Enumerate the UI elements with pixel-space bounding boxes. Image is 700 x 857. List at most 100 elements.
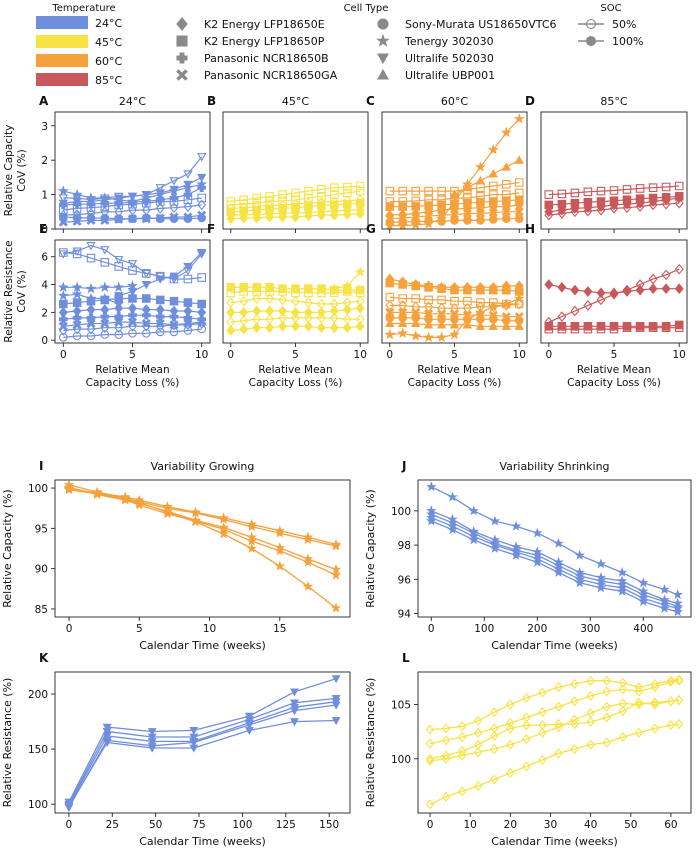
data-point [72, 247, 82, 256]
data-point [169, 272, 179, 282]
y-tick-label: 105 [391, 700, 411, 712]
data-point [252, 322, 262, 334]
data-point [274, 525, 286, 536]
data-point [385, 292, 395, 302]
axes-frame [54, 671, 351, 814]
data-point [190, 515, 201, 526]
x-tick-label: 0 [66, 819, 73, 831]
series-line [431, 510, 678, 604]
data-point [197, 324, 206, 334]
data-point [197, 173, 207, 183]
data-point [622, 185, 632, 194]
data-point [553, 567, 564, 577]
data-point [462, 302, 472, 314]
data-point [128, 320, 137, 332]
data-point [342, 304, 352, 315]
data-point [169, 177, 179, 186]
data-point [557, 189, 567, 199]
x-tick-label: 10 [203, 623, 216, 635]
data-point [142, 329, 151, 338]
data-point [114, 302, 124, 314]
data-point [127, 287, 138, 297]
panel-letter: D [525, 94, 535, 108]
data-point [441, 750, 451, 761]
data-point [278, 305, 288, 317]
data-point [674, 263, 684, 275]
data-point [58, 325, 68, 336]
data-point [488, 315, 498, 324]
data-point [514, 316, 524, 325]
data-point [583, 286, 593, 297]
data-point [265, 287, 274, 296]
data-point [425, 738, 435, 749]
data-point [544, 324, 554, 334]
data-point [570, 284, 580, 296]
data-point [622, 198, 632, 210]
data-point [141, 320, 151, 332]
y-tick-label: 2 [41, 155, 48, 167]
data-point [72, 216, 82, 226]
data-point [622, 284, 632, 296]
data-point [514, 287, 524, 296]
x-tick-label: 0 [545, 349, 552, 361]
data-point [618, 677, 628, 688]
x-tick-label: 40 [584, 819, 597, 831]
data-point [596, 204, 606, 216]
data-point [570, 696, 579, 707]
data-point [226, 288, 236, 298]
panel-title: Variability Growing [151, 460, 255, 473]
x-axis-label: Capacity Loss (%) [567, 377, 661, 389]
panel-letter: C [366, 94, 375, 108]
x-tick-label: 20 [504, 819, 517, 831]
data-point [100, 202, 110, 211]
data-point [86, 304, 96, 315]
data-point [449, 328, 460, 340]
data-point [197, 193, 206, 203]
data-point [441, 791, 451, 802]
data-point [501, 316, 511, 325]
data-point [609, 288, 619, 300]
series-line [431, 486, 678, 596]
data-point [424, 201, 433, 210]
data-point [189, 727, 199, 736]
y-tick-label: 150 [28, 744, 48, 756]
panel-letter: H [525, 222, 535, 236]
data-point [648, 283, 658, 295]
data-point [570, 188, 580, 198]
data-point [411, 186, 421, 196]
data-point [128, 266, 137, 275]
data-point [384, 328, 396, 340]
data-point [278, 320, 288, 332]
data-point [616, 567, 628, 577]
data-point [501, 196, 511, 206]
data-point [674, 283, 684, 295]
data-point [155, 184, 165, 193]
data-point [244, 721, 254, 730]
data-point [522, 692, 531, 704]
data-point [278, 287, 287, 296]
panel-letter: I [39, 459, 43, 473]
data-point [155, 327, 165, 337]
legend-cell-type-label: Tenergy 302030 [404, 35, 494, 48]
data-point [100, 257, 110, 267]
series-line [389, 181, 520, 192]
series-group [544, 263, 684, 334]
data-point [141, 214, 151, 224]
series-line [63, 328, 202, 338]
data-point [355, 302, 365, 314]
series-line [548, 327, 680, 330]
data-point [463, 185, 472, 194]
data-point [674, 719, 684, 730]
data-point [72, 331, 82, 341]
data-point [554, 719, 563, 730]
data-point [114, 330, 123, 339]
data-point [602, 675, 611, 686]
data-point [411, 281, 421, 291]
data-point [182, 181, 194, 193]
legend-temperature-label: 85°C [95, 74, 122, 87]
data-point [114, 262, 123, 271]
x-axis-label: Calendar Time (weeks) [139, 639, 266, 652]
x-axis-label: Capacity Loss (%) [408, 377, 502, 389]
data-point [616, 585, 628, 596]
